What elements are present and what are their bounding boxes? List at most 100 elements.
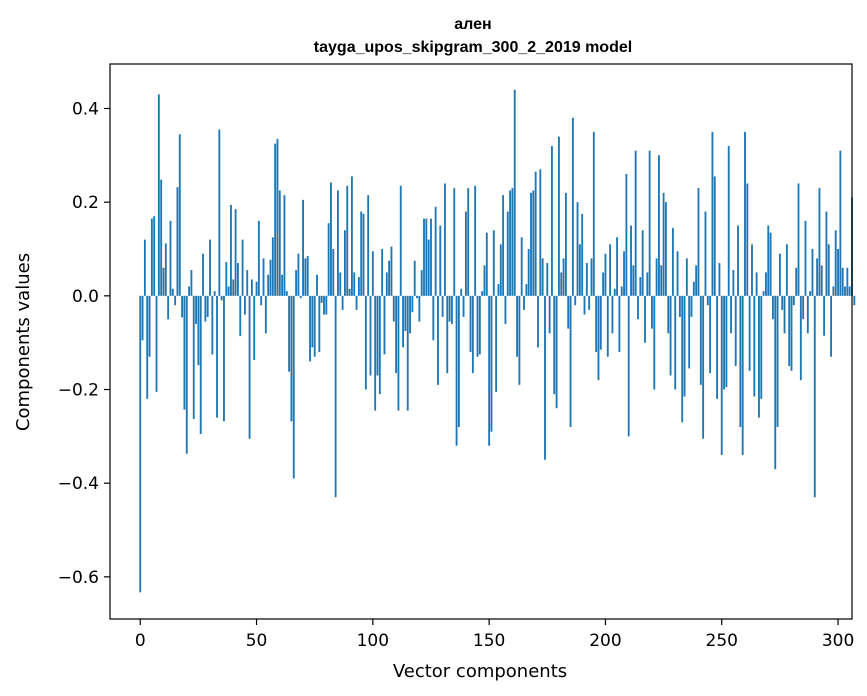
- bar-17: [178, 134, 181, 296]
- bar-244: [706, 295, 709, 306]
- bar-215: [639, 277, 642, 296]
- bar-247: [713, 176, 716, 296]
- bar-67: [295, 270, 298, 296]
- bar-294: [823, 295, 826, 336]
- bar-280: [790, 295, 793, 371]
- bar-117: [411, 295, 414, 313]
- bar-210: [627, 295, 630, 437]
- x-tick-label-100: 100: [357, 631, 389, 651]
- bar-185: [569, 295, 572, 427]
- bar-99: [369, 295, 372, 376]
- bar-37: [225, 262, 228, 296]
- bar-78: [320, 295, 323, 303]
- bar-48: [250, 279, 253, 296]
- bar-21: [188, 286, 191, 296]
- bar-129: [439, 225, 442, 296]
- bar-85: [337, 190, 339, 296]
- bar-216: [641, 230, 644, 296]
- bar-29: [206, 295, 209, 317]
- bar-260: [744, 131, 746, 296]
- bar-41: [234, 209, 237, 296]
- bar-246: [711, 131, 714, 296]
- bar-228: [669, 295, 672, 376]
- bar-50: [255, 281, 258, 296]
- bar-52: [260, 295, 263, 306]
- bar-92: [353, 272, 356, 296]
- bar-218: [646, 272, 649, 296]
- bar-236: [688, 295, 691, 369]
- bar-55: [267, 274, 270, 296]
- bar-268: [762, 291, 765, 296]
- bar-197: [597, 295, 600, 381]
- bar-229: [671, 227, 674, 296]
- bar-303: [844, 286, 846, 296]
- bar-11: [164, 243, 167, 296]
- bar-158: [506, 211, 509, 296]
- bar-201: [606, 295, 609, 357]
- bar-163: [518, 295, 521, 385]
- bar-207: [620, 286, 623, 296]
- bar-276: [781, 295, 784, 310]
- bar-134: [450, 295, 453, 324]
- bar-series: [139, 89, 856, 593]
- bar-286: [804, 220, 807, 296]
- bar-214: [637, 295, 639, 320]
- bar-154: [497, 284, 500, 296]
- bar-31: [211, 295, 214, 355]
- bar-283: [797, 183, 800, 296]
- bar-213: [634, 150, 637, 296]
- bar-161: [513, 89, 516, 296]
- bar-255: [732, 270, 735, 296]
- bar-34: [218, 129, 221, 296]
- bar-259: [741, 295, 744, 456]
- bar-267: [760, 295, 763, 399]
- bar-179: [555, 295, 558, 409]
- bar-304: [846, 267, 849, 296]
- bar-265: [755, 272, 758, 296]
- bar-172: [539, 169, 542, 296]
- chart-subtitle: tayga_upos_skipgram_300_2_2019 model: [314, 39, 632, 56]
- bar-16: [176, 187, 179, 296]
- bar-165: [523, 295, 525, 310]
- bar-32: [213, 291, 216, 296]
- bar-80: [325, 295, 328, 315]
- bar-285: [802, 295, 805, 320]
- bar-284: [799, 295, 802, 381]
- bar-143: [471, 295, 474, 374]
- bar-44: [241, 239, 244, 296]
- bar-138: [460, 288, 463, 296]
- bar-0: [139, 295, 142, 593]
- bar-279: [788, 295, 791, 367]
- bar-200: [604, 253, 607, 296]
- bar-245: [709, 295, 712, 374]
- bar-176: [548, 295, 551, 334]
- bar-74: [311, 295, 314, 348]
- bar-119: [416, 295, 418, 299]
- x-tick-label-200: 200: [589, 631, 621, 651]
- bar-12: [167, 295, 170, 320]
- bar-106: [385, 272, 388, 296]
- bar-307: [853, 295, 856, 306]
- bar-242: [702, 295, 705, 439]
- bar-226: [664, 202, 667, 296]
- bar-169: [532, 190, 535, 296]
- bar-9: [160, 179, 163, 296]
- bar-222: [655, 258, 658, 296]
- bar-28: [204, 295, 207, 322]
- bar-223: [658, 155, 660, 296]
- bar-71: [304, 258, 307, 296]
- bar-296: [827, 244, 830, 296]
- bar-147: [481, 291, 484, 296]
- bar-219: [648, 150, 651, 296]
- bar-86: [339, 272, 342, 296]
- bar-221: [653, 295, 656, 390]
- bar-270: [767, 225, 770, 296]
- bar-298: [832, 286, 835, 296]
- bar-186: [571, 117, 574, 296]
- bar-82: [330, 182, 332, 296]
- bar-51: [257, 220, 260, 296]
- bar-125: [430, 218, 432, 296]
- bar-146: [478, 295, 481, 355]
- bar-59: [276, 138, 279, 296]
- bar-75: [313, 295, 316, 357]
